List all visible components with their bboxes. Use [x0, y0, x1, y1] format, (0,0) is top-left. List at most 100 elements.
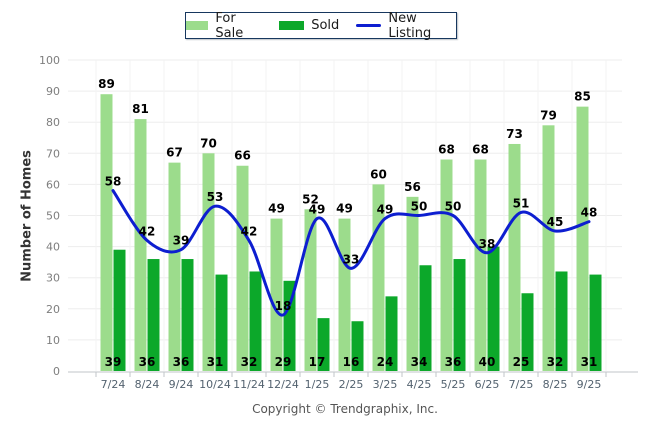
sold-value-label: 31 [581, 355, 598, 369]
for-sale-bar [134, 119, 147, 371]
x-tick-label: 3/25 [373, 378, 398, 391]
new-listing-value-label: 42 [139, 224, 156, 238]
sold-value-label: 31 [207, 355, 224, 369]
new-listing-line-icon [356, 24, 382, 27]
y-tick-label: 20 [46, 303, 60, 316]
y-tick-label: 0 [53, 365, 60, 378]
sold-bar [351, 321, 364, 371]
for-sale-bar [100, 94, 113, 372]
legend: For Sale Sold New Listing [185, 10, 457, 41]
sold-swatch-icon [279, 21, 305, 30]
for-sale-bar [508, 143, 521, 371]
for-sale-bar [576, 106, 589, 372]
for-sale-value-label: 52 [302, 192, 319, 206]
sold-value-label: 34 [411, 355, 428, 369]
for-sale-value-label: 66 [234, 149, 251, 163]
sold-bar [453, 259, 466, 371]
x-tick-label: 11/24 [233, 378, 265, 391]
legend-label-for-sale: For Sale [215, 10, 244, 41]
new-listing-value-label: 39 [173, 234, 190, 248]
x-tick-label: 4/25 [407, 378, 432, 391]
for-sale-value-label: 70 [200, 136, 217, 150]
x-tick-label: 12/24 [267, 378, 299, 391]
for-sale-bar [474, 159, 487, 371]
sold-bar [589, 274, 602, 371]
for-sale-value-label: 85 [574, 90, 591, 104]
new-listing-value-label: 58 [105, 175, 122, 189]
for-sale-bar [168, 162, 181, 371]
for-sale-bar [440, 159, 453, 371]
y-tick-label: 70 [46, 147, 60, 160]
y-tick-label: 80 [46, 116, 60, 129]
y-tick-label: 90 [46, 85, 60, 98]
new-listing-value-label: 50 [411, 200, 428, 214]
sold-bar [181, 259, 194, 371]
sold-value-label: 32 [241, 355, 258, 369]
x-tick-label: 9/25 [577, 378, 602, 391]
x-tick-label: 7/25 [509, 378, 534, 391]
sold-value-label: 36 [445, 355, 462, 369]
for-sale-bar [542, 125, 555, 371]
x-tick-label: 8/24 [135, 378, 160, 391]
sold-bar [555, 271, 568, 371]
y-axis-title: Number of Homes [19, 150, 35, 282]
sold-bar [147, 259, 160, 371]
for-sale-bar [406, 196, 419, 371]
new-listing-value-label: 49 [309, 203, 326, 217]
sold-bar [113, 249, 126, 371]
y-tick-label: 50 [46, 210, 60, 223]
y-tick-label: 30 [46, 272, 60, 285]
sold-value-label: 40 [479, 355, 496, 369]
y-tick-label: 40 [46, 241, 60, 254]
new-listing-value-label: 50 [445, 200, 462, 214]
legend-item-sold: Sold [279, 18, 339, 33]
for-sale-value-label: 56 [404, 180, 421, 194]
new-listing-value-label: 51 [513, 196, 530, 210]
y-tick-label: 10 [46, 334, 60, 347]
x-tick-label: 5/25 [441, 378, 466, 391]
x-tick-label: 9/24 [169, 378, 194, 391]
sold-value-label: 17 [309, 355, 326, 369]
for-sale-bar [236, 165, 249, 371]
sold-bar [385, 296, 398, 371]
new-listing-value-label: 42 [241, 224, 258, 238]
for-sale-value-label: 73 [506, 127, 523, 141]
new-listing-value-label: 38 [479, 237, 496, 251]
legend-label-new-listing: New Listing [388, 10, 432, 41]
for-sale-value-label: 81 [132, 102, 149, 116]
sold-value-label: 16 [343, 355, 360, 369]
for-sale-value-label: 68 [472, 143, 489, 157]
legend-item-new-listing: New Listing [356, 11, 456, 41]
sold-value-label: 36 [139, 355, 156, 369]
sold-bar [215, 274, 228, 371]
sold-bar [249, 271, 262, 371]
new-listing-value-label: 48 [581, 206, 598, 220]
x-tick-label: 8/25 [543, 378, 568, 391]
y-tick-label: 60 [46, 178, 60, 191]
copyright-text: Copyright © Trendgraphix, Inc. [252, 402, 438, 416]
sold-bar [317, 318, 330, 371]
for-sale-bar [338, 218, 351, 371]
sold-bar [487, 246, 500, 371]
sold-value-label: 24 [377, 355, 394, 369]
new-listing-value-label: 45 [547, 215, 564, 229]
x-tick-label: 1/25 [305, 378, 330, 391]
x-tick-label: 2/25 [339, 378, 364, 391]
x-tick-label: 10/24 [199, 378, 231, 391]
for-sale-swatch-icon [186, 21, 209, 30]
new-listing-line [111, 189, 591, 317]
for-sale-value-label: 49 [336, 202, 353, 216]
for-sale-bar [270, 218, 283, 371]
sold-value-label: 36 [173, 355, 190, 369]
sold-bar [283, 280, 296, 371]
sold-value-label: 29 [275, 355, 292, 369]
sold-value-label: 39 [105, 355, 122, 369]
new-listing-value-label: 49 [377, 203, 394, 217]
new-listing-value-label: 33 [343, 252, 360, 266]
sold-bar [521, 293, 534, 371]
legend-label-sold: Sold [311, 18, 340, 33]
for-sale-value-label: 79 [540, 108, 557, 122]
sold-value-label: 32 [547, 355, 564, 369]
